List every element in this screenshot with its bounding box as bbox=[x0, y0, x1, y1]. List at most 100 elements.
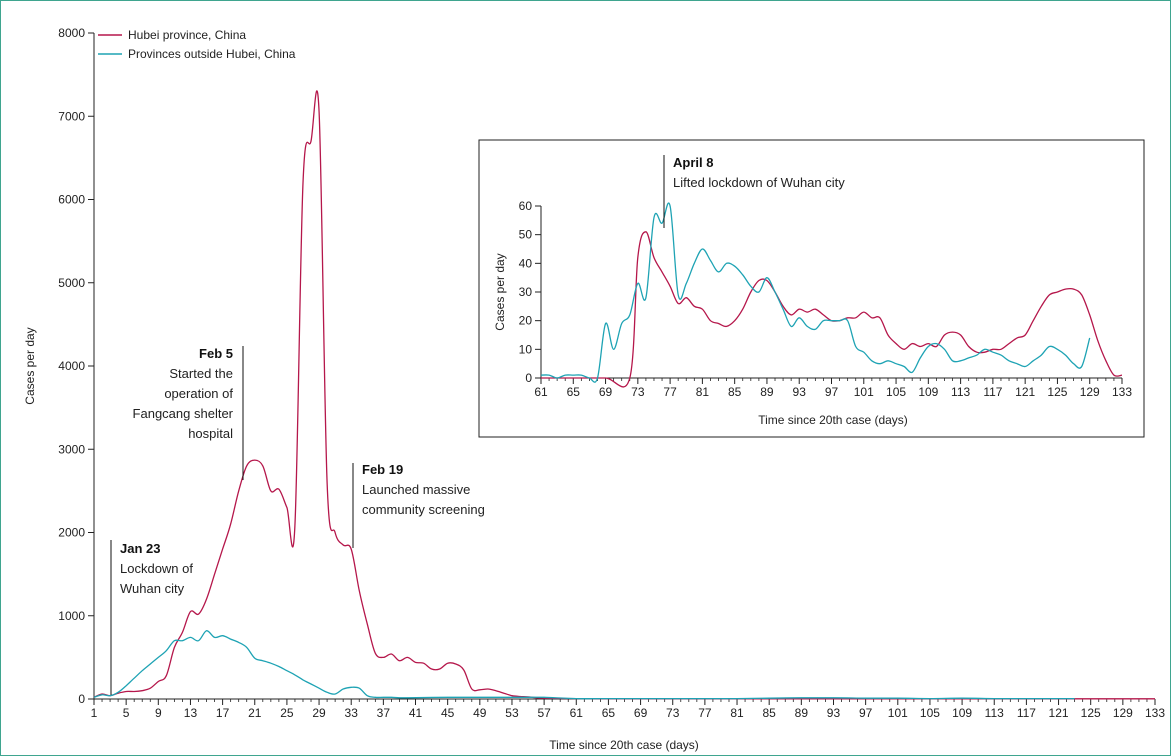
main-x-tick-label: 85 bbox=[763, 706, 777, 720]
main-x-tick-label: 53 bbox=[505, 706, 519, 720]
inset-x-tick-label: 125 bbox=[1047, 385, 1067, 399]
main-y-tick-label: 3000 bbox=[58, 442, 85, 456]
main-x-tick-label: 109 bbox=[952, 706, 972, 720]
annotation-jan23: Jan 23 Lockdown of Wuhan city bbox=[110, 540, 193, 695]
main-y-tick-label: 7000 bbox=[58, 109, 85, 123]
main-y-tick-label: 6000 bbox=[58, 193, 85, 207]
main-x-tick-label: 25 bbox=[280, 706, 294, 720]
inset-x-tick-label: 89 bbox=[760, 385, 774, 399]
inset-y-tick-label: 20 bbox=[519, 314, 533, 328]
inset-x-tick-label: 105 bbox=[886, 385, 906, 399]
annotation-april8-line1: Lifted lockdown of Wuhan city bbox=[673, 175, 845, 190]
main-x-tick-label: 65 bbox=[602, 706, 616, 720]
inset-series-line-outside bbox=[540, 202, 1091, 383]
legend-label-hubei: Hubei province, China bbox=[128, 28, 246, 42]
inset-x-tick-label: 129 bbox=[1080, 385, 1100, 399]
inset-x-tick-label: 101 bbox=[854, 385, 874, 399]
main-x-tick-label: 121 bbox=[1049, 706, 1069, 720]
annotation-april8: April 8 Lifted lockdown of Wuhan city bbox=[663, 155, 845, 228]
main-x-tick-label: 113 bbox=[985, 706, 1004, 720]
inset-x-tick-label: 85 bbox=[728, 385, 742, 399]
inset-x-tick-label: 81 bbox=[696, 385, 710, 399]
inset-ylabel: Cases per day bbox=[493, 253, 507, 330]
inset-x-tick-label: 113 bbox=[951, 385, 970, 399]
main-y-tick-label: 0 bbox=[78, 692, 85, 706]
main-x-tick-label: 17 bbox=[216, 706, 230, 720]
main-x-tick-label: 101 bbox=[888, 706, 908, 720]
main-y-tick-label: 8000 bbox=[58, 26, 85, 40]
main-x-tick-label: 133 bbox=[1145, 706, 1165, 720]
main-x-tick-label: 21 bbox=[248, 706, 262, 720]
inset-x-tick-label: 69 bbox=[599, 385, 613, 399]
main-x-tick-label: 1 bbox=[91, 706, 98, 720]
main-x-tick-label: 5 bbox=[123, 706, 130, 720]
main-ylabel: Cases per day bbox=[23, 327, 37, 404]
main-xlabel: Time since 20th case (days) bbox=[549, 738, 699, 752]
main-x-tick-label: 81 bbox=[730, 706, 744, 720]
annotation-feb19: Feb 19 Launched massive community screen… bbox=[352, 462, 485, 548]
inset-y-tick-label: 0 bbox=[525, 371, 532, 385]
annotation-feb5-line3: Fangcang shelter bbox=[133, 406, 234, 421]
inset-y-tick-label: 40 bbox=[519, 256, 533, 270]
main-x-tick-label: 89 bbox=[795, 706, 809, 720]
main-x-tick-label: 69 bbox=[634, 706, 648, 720]
legend-label-outside: Provinces outside Hubei, China bbox=[128, 47, 296, 61]
inset-x-tick-label: 117 bbox=[983, 385, 1002, 399]
main-y-tick-label: 2000 bbox=[58, 526, 85, 540]
main-x-tick-label: 13 bbox=[184, 706, 198, 720]
main-x-tick-label: 105 bbox=[920, 706, 940, 720]
main-y-tick-label: 5000 bbox=[58, 276, 85, 290]
main-series bbox=[93, 90, 1155, 700]
inset-y-tick-label: 60 bbox=[519, 199, 533, 213]
annotation-jan23-line1: Lockdown of bbox=[120, 561, 193, 576]
annotation-feb19-line1: Launched massive bbox=[362, 482, 470, 497]
main-x-tick-label: 57 bbox=[537, 706, 551, 720]
annotation-feb5-line2: operation of bbox=[164, 386, 233, 401]
main-x-tick-label: 37 bbox=[377, 706, 391, 720]
main-axes: 0 1000 2000 3000 4000 5000 6000 7000 8000 1 5 9 13 17… bbox=[58, 26, 1165, 720]
main-y-tick-label: 1000 bbox=[58, 609, 85, 623]
inset-box bbox=[478, 139, 1145, 438]
annotation-jan23-date: Jan 23 bbox=[120, 541, 160, 556]
inset-x-tick-label: 77 bbox=[663, 385, 677, 399]
main-x-tick-label: 61 bbox=[570, 706, 584, 720]
inset-x-tick-label: 109 bbox=[918, 385, 938, 399]
main-x-tick-label: 29 bbox=[312, 706, 326, 720]
main-x-tick-label: 77 bbox=[698, 706, 712, 720]
annotation-jan23-line2: Wuhan city bbox=[120, 581, 185, 596]
inset-x-tick-label: 73 bbox=[631, 385, 645, 399]
main-y-tick-label: 4000 bbox=[58, 359, 85, 373]
main-x-tick-label: 73 bbox=[666, 706, 680, 720]
inset-y-tick-label: 10 bbox=[519, 342, 533, 356]
main-x-tick-label: 49 bbox=[473, 706, 487, 720]
annotation-feb5-line4: hospital bbox=[188, 426, 233, 441]
main-x-tick-label: 33 bbox=[345, 706, 359, 720]
inset-y-tick-label: 30 bbox=[519, 285, 533, 299]
main-x-tick-label: 9 bbox=[155, 706, 162, 720]
inset-series bbox=[540, 202, 1123, 388]
annotation-feb5-line1: Started the bbox=[169, 366, 233, 381]
annotation-april8-date: April 8 bbox=[673, 155, 713, 170]
annotation-feb5: Feb 5 Started the operation of Fangcang … bbox=[133, 346, 244, 480]
main-x-tick-label: 125 bbox=[1081, 706, 1101, 720]
main-x-tick-label: 129 bbox=[1113, 706, 1133, 720]
inset-x-tick-label: 65 bbox=[567, 385, 581, 399]
legend: Hubei province, China Provinces outside … bbox=[98, 28, 296, 61]
inset-axes: 0 10 20 30 40 50 60 61 65 69 73 77 81 85 89 93 97 101 105 1… bbox=[519, 199, 1133, 399]
main-x-tick-label: 45 bbox=[441, 706, 455, 720]
inset-x-tick-label: 133 bbox=[1112, 385, 1132, 399]
main-x-tick-label: 93 bbox=[827, 706, 841, 720]
inset-y-tick-label: 50 bbox=[519, 228, 533, 242]
main-x-tick-label: 41 bbox=[409, 706, 423, 720]
inset-xlabel: Time since 20th case (days) bbox=[758, 413, 908, 427]
inset-x-tick-label: 121 bbox=[1015, 385, 1035, 399]
main-x-tick-label: 117 bbox=[1017, 706, 1036, 720]
inset-x-tick-label: 61 bbox=[534, 385, 548, 399]
annotation-feb19-line2: community screening bbox=[362, 502, 485, 517]
annotation-feb5-date: Feb 5 bbox=[199, 346, 233, 361]
annotation-feb19-date: Feb 19 bbox=[362, 462, 403, 477]
main-x-tick-label: 97 bbox=[859, 706, 873, 720]
inset-series-line-hubei bbox=[540, 231, 1123, 388]
main-series-line-outside bbox=[93, 630, 1075, 700]
